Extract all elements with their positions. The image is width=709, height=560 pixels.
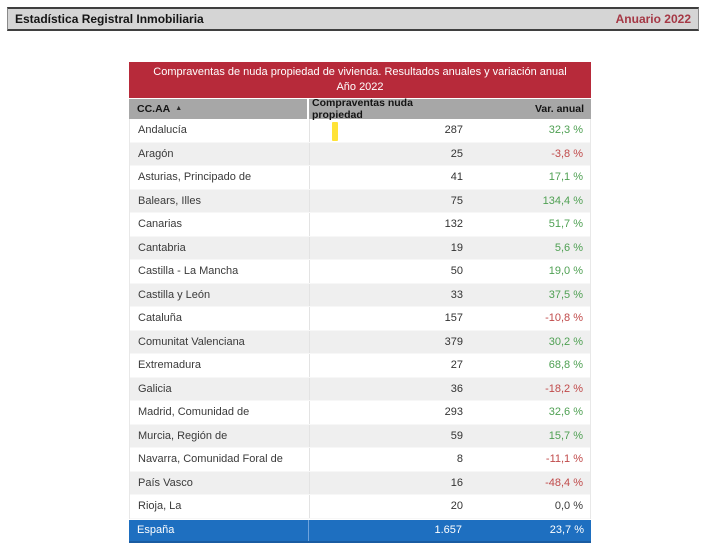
text-cursor-highlight xyxy=(332,122,338,141)
region-cell: Aragón xyxy=(130,142,310,165)
table-body: Andalucía 287 32,3 % Aragón 25 -3,8 % As… xyxy=(129,119,591,519)
report-title: Estadística Registral Inmobiliaria xyxy=(15,12,204,26)
column-header-value[interactable]: Compraventas nuda propiedad xyxy=(312,97,413,121)
table-row: Rioja, La 20 0,0 % xyxy=(130,495,590,519)
table-widget: Compraventas de nuda propiedad de vivien… xyxy=(129,62,591,543)
value-cell: 33 xyxy=(450,288,463,301)
table-row: Cantabria 19 5,6 % xyxy=(130,236,590,260)
region-cell: Navarra, Comunidad Foral de xyxy=(130,448,310,471)
table-header-row: CC.AA ▲ Compraventas nuda propiedad Var.… xyxy=(129,97,591,121)
table-row: Murcia, Región de 59 15,7 % xyxy=(130,424,590,448)
table-row: Castilla - La Mancha 50 19,0 % xyxy=(130,260,590,284)
table-row: Aragón 25 -3,8 % xyxy=(130,142,590,166)
column-header-variation[interactable]: Var. anual xyxy=(534,103,584,115)
var-cell: 19,0 % xyxy=(548,265,583,278)
value-cell: 287 xyxy=(444,124,463,137)
value-cell: 75 xyxy=(450,194,463,207)
table-title: Compraventas de nuda propiedad de vivien… xyxy=(153,66,567,78)
region-cell: Balears, Illes xyxy=(130,189,310,212)
value-cell: 379 xyxy=(444,335,463,348)
region-cell: Andalucía xyxy=(130,119,310,142)
table-row: País Vasco 16 -48,4 % xyxy=(130,471,590,495)
value-cell: 16 xyxy=(450,476,463,489)
sort-ascending-icon: ▲ xyxy=(175,104,183,112)
var-cell: 0,0 % xyxy=(554,500,583,513)
region-cell: Canarias xyxy=(130,213,310,236)
total-row: España 1.657 23,7 % xyxy=(129,519,591,543)
var-cell: 68,8 % xyxy=(548,359,583,372)
var-cell: -18,2 % xyxy=(545,382,583,395)
value-cell: 8 xyxy=(456,453,463,466)
var-cell: -48,4 % xyxy=(545,476,583,489)
var-cell: 134,4 % xyxy=(542,194,583,207)
total-region-cell: España xyxy=(129,519,309,541)
table-row: Extremadura 27 68,8 % xyxy=(130,354,590,378)
var-cell: 32,6 % xyxy=(548,406,583,419)
table-row: Canarias 132 51,7 % xyxy=(130,213,590,237)
var-cell: 30,2 % xyxy=(548,335,583,348)
total-variation-cell: 23,7 % xyxy=(549,524,584,536)
table-row: Madrid, Comunidad de 293 32,6 % xyxy=(130,401,590,425)
table-row: Galicia 36 -18,2 % xyxy=(130,377,590,401)
table-row: Andalucía 287 32,3 % xyxy=(130,119,590,143)
value-cell: 293 xyxy=(444,406,463,419)
value-cell: 157 xyxy=(444,312,463,325)
region-cell: Castilla y León xyxy=(130,283,310,306)
region-cell: País Vasco xyxy=(130,471,310,494)
edition-label: Anuario 2022 xyxy=(615,12,691,26)
var-cell: 37,5 % xyxy=(548,288,583,301)
region-cell: Rioja, La xyxy=(130,495,310,518)
total-value-cell: 1.657 xyxy=(434,524,462,536)
var-cell: 32,3 % xyxy=(548,124,583,137)
table-title-bar: Compraventas de nuda propiedad de vivien… xyxy=(129,62,591,98)
var-cell: 17,1 % xyxy=(548,171,583,184)
region-cell: Castilla - La Mancha xyxy=(130,260,310,283)
var-cell: -10,8 % xyxy=(545,312,583,325)
var-cell: 51,7 % xyxy=(548,218,583,231)
table-row: Cataluña 157 -10,8 % xyxy=(130,307,590,331)
table-subtitle: Año 2022 xyxy=(336,80,384,93)
table-row: Castilla y León 33 37,5 % xyxy=(130,283,590,307)
region-cell: Galicia xyxy=(130,377,310,400)
column-header-region[interactable]: CC.AA ▲ xyxy=(129,99,309,119)
value-cell: 20 xyxy=(450,500,463,513)
region-cell: Cataluña xyxy=(130,307,310,330)
region-cell: Extremadura xyxy=(130,354,310,377)
region-cell: Cantabria xyxy=(130,236,310,259)
value-cell: 41 xyxy=(450,171,463,184)
var-cell: 5,6 % xyxy=(554,241,583,254)
region-cell: Comunitat Valenciana xyxy=(130,330,310,353)
var-cell: 15,7 % xyxy=(548,429,583,442)
value-cell: 25 xyxy=(450,147,463,160)
region-cell: Asturias, Principado de xyxy=(130,166,310,189)
table-row: Asturias, Principado de 41 17,1 % xyxy=(130,166,590,190)
value-cell: 132 xyxy=(444,218,463,231)
value-cell: 50 xyxy=(450,265,463,278)
report-header-bar: Estadística Registral Inmobiliaria Anuar… xyxy=(7,7,699,31)
var-cell: -11,1 % xyxy=(545,453,583,466)
var-cell: -3,8 % xyxy=(551,147,583,160)
region-cell: Murcia, Región de xyxy=(130,424,310,447)
value-cell: 59 xyxy=(450,429,463,442)
table-row: Balears, Illes 75 134,4 % xyxy=(130,189,590,213)
value-cell: 27 xyxy=(450,359,463,372)
table-row: Navarra, Comunidad Foral de 8 -11,1 % xyxy=(130,448,590,472)
value-cell: 36 xyxy=(450,382,463,395)
table-row: Comunitat Valenciana 379 30,2 % xyxy=(130,330,590,354)
column-header-region-label: CC.AA xyxy=(137,103,171,115)
region-cell: Madrid, Comunidad de xyxy=(130,401,310,424)
value-cell: 19 xyxy=(450,241,463,254)
